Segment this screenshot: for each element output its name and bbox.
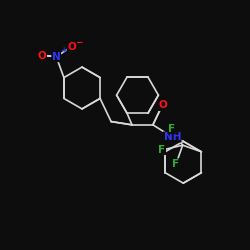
Text: −: −	[75, 38, 82, 47]
Text: N: N	[52, 52, 60, 62]
Text: O: O	[38, 50, 46, 60]
Text: F: F	[172, 159, 180, 169]
Text: O: O	[159, 100, 168, 110]
Text: NH: NH	[164, 132, 181, 142]
Text: F: F	[168, 124, 175, 134]
Text: O: O	[67, 42, 76, 52]
Text: F: F	[158, 144, 166, 154]
Text: +: +	[60, 46, 66, 55]
